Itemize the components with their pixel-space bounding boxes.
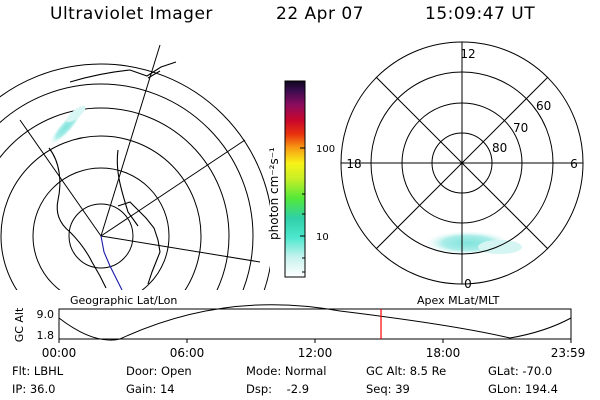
colorbar-tick-10: 10 bbox=[316, 232, 329, 243]
orbit-x-ticks bbox=[58, 339, 572, 343]
orbit-altitude-plot bbox=[58, 304, 572, 343]
geographic-map bbox=[0, 44, 270, 290]
status-gain: Gain: 14 bbox=[126, 382, 175, 396]
mlt-label-top: 12 bbox=[460, 47, 475, 61]
status-door: Door: Open bbox=[126, 364, 192, 378]
orbit-ylabel: GC Alt bbox=[13, 307, 26, 342]
status-glon: GLon: 194.4 bbox=[488, 382, 558, 396]
mlat-label-80: 80 bbox=[492, 141, 507, 155]
colorbar-ticks bbox=[300, 147, 305, 273]
orbit-xtick-1800: 18:00 bbox=[426, 346, 461, 360]
mlat-label-60: 60 bbox=[536, 99, 551, 113]
geo-aurora-faint bbox=[66, 105, 86, 123]
geo-panel-label: Geographic Lat/Lon bbox=[70, 294, 177, 307]
coastlines bbox=[48, 61, 177, 289]
mag-aurora-faint bbox=[478, 240, 522, 254]
orbit-xtick-1200: 12:00 bbox=[298, 346, 333, 360]
date-label: 22 Apr 07 bbox=[276, 4, 364, 24]
altitude-curve bbox=[58, 304, 572, 341]
mlt-label-bottom: 0 bbox=[464, 277, 472, 291]
status-glat: GLat: -70.0 bbox=[488, 364, 553, 378]
time-label: 15:09:47 UT bbox=[425, 4, 536, 24]
apex-polar-plot bbox=[340, 41, 584, 285]
status-filter: Flt: LBHL bbox=[12, 364, 64, 378]
status-seq: Seq: 39 bbox=[366, 382, 410, 396]
satellite-track bbox=[100, 235, 123, 290]
status-ip: IP: 36.0 bbox=[12, 382, 56, 396]
orbit-ytick-top: 9.0 bbox=[37, 308, 55, 321]
colorbar bbox=[284, 80, 306, 278]
status-mode: Mode: Normal bbox=[246, 364, 327, 378]
colorbar-unit-label: photon cm⁻²s⁻¹ bbox=[267, 147, 281, 240]
mlat-label-70: 70 bbox=[513, 121, 528, 135]
colorbar-tick-100: 100 bbox=[316, 144, 335, 155]
mag-panel-label: Apex MLat/MLT bbox=[417, 294, 500, 307]
colorbar-scale bbox=[284, 80, 306, 278]
geo-latitude-circles bbox=[0, 63, 270, 290]
mlt-label-right: 6 bbox=[570, 157, 578, 171]
geo-meridians bbox=[19, 44, 261, 263]
mlt-spokes bbox=[341, 42, 583, 284]
orbit-ytick-bottom: 1.8 bbox=[37, 329, 55, 342]
instrument-title: Ultraviolet Imager bbox=[50, 4, 213, 24]
orbit-xtick-2359: 23:59 bbox=[551, 346, 586, 360]
mlt-label-left: 18 bbox=[346, 157, 361, 171]
orbit-xtick-0600: 06:00 bbox=[170, 346, 205, 360]
status-dsp: Dsp: -2.9 bbox=[246, 382, 310, 396]
status-gc-alt: GC Alt: 8.5 Re bbox=[366, 364, 447, 378]
orbit-xtick-0000: 00:00 bbox=[42, 346, 77, 360]
